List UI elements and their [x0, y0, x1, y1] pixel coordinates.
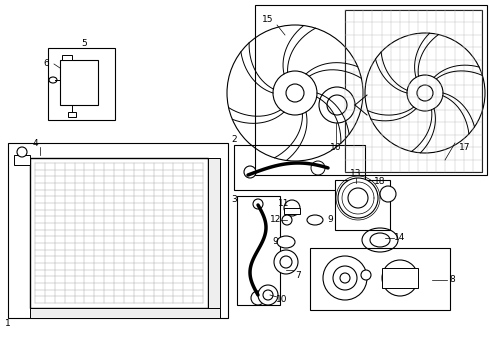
Bar: [8, 143, 228, 318]
Circle shape: [282, 215, 292, 225]
Text: 16: 16: [330, 144, 342, 153]
Bar: [14, 155, 30, 165]
Bar: [208, 158, 220, 308]
Bar: [68, 112, 76, 117]
Ellipse shape: [307, 215, 323, 225]
Circle shape: [319, 87, 355, 123]
Text: 12: 12: [270, 216, 282, 225]
Circle shape: [286, 84, 304, 102]
Circle shape: [280, 256, 292, 268]
Text: 8: 8: [449, 275, 455, 284]
Circle shape: [340, 273, 350, 283]
Text: 7: 7: [295, 270, 301, 279]
Circle shape: [273, 71, 317, 115]
Circle shape: [274, 250, 298, 274]
Circle shape: [417, 85, 433, 101]
Text: 17: 17: [459, 144, 471, 153]
Bar: [62, 55, 72, 60]
Text: 18: 18: [374, 176, 386, 185]
Circle shape: [391, 269, 409, 287]
Circle shape: [333, 266, 357, 290]
Circle shape: [323, 256, 367, 300]
Bar: [310, 248, 450, 310]
Text: 3: 3: [231, 195, 237, 204]
Text: 2: 2: [231, 135, 237, 144]
Circle shape: [382, 260, 418, 296]
Bar: [382, 268, 418, 288]
Text: 1: 1: [5, 320, 11, 328]
Text: 6: 6: [43, 59, 49, 68]
Circle shape: [17, 147, 27, 157]
Circle shape: [407, 75, 443, 111]
Circle shape: [244, 166, 256, 178]
Bar: [48, 48, 115, 120]
Text: 14: 14: [394, 234, 406, 243]
Bar: [234, 145, 365, 190]
Circle shape: [327, 95, 347, 115]
Circle shape: [263, 290, 273, 300]
Bar: [30, 308, 220, 318]
Bar: [30, 158, 208, 308]
Text: 11: 11: [278, 198, 290, 207]
Circle shape: [284, 200, 300, 216]
Ellipse shape: [49, 77, 57, 83]
Bar: [345, 10, 482, 172]
Circle shape: [253, 199, 263, 209]
Text: 9: 9: [327, 215, 333, 224]
Text: 4: 4: [32, 139, 38, 148]
Bar: [255, 5, 487, 175]
Bar: [60, 60, 98, 105]
Ellipse shape: [277, 236, 295, 248]
Bar: [284, 208, 300, 214]
Text: 9: 9: [272, 237, 278, 246]
Circle shape: [311, 161, 325, 175]
Circle shape: [251, 291, 265, 305]
Text: 10: 10: [276, 296, 288, 305]
Circle shape: [348, 188, 368, 208]
Bar: [237, 196, 280, 305]
Circle shape: [361, 270, 371, 280]
Text: 13: 13: [350, 170, 362, 179]
Circle shape: [258, 285, 278, 305]
Circle shape: [380, 186, 396, 202]
Circle shape: [338, 178, 378, 218]
Bar: [335, 180, 390, 230]
Text: 15: 15: [262, 15, 274, 24]
Text: 5: 5: [81, 39, 87, 48]
